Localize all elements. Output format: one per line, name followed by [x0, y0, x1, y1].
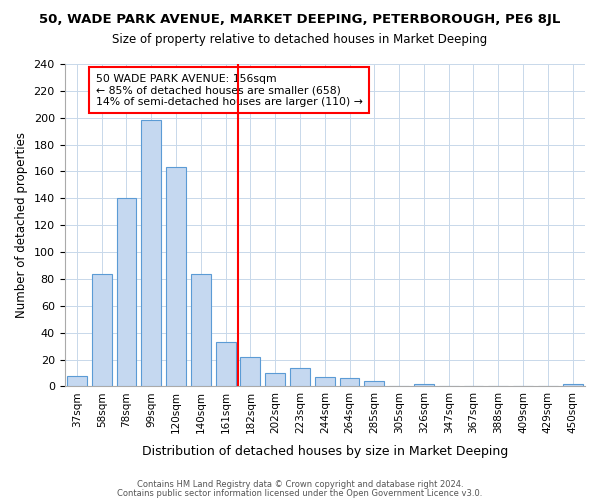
Y-axis label: Number of detached properties: Number of detached properties	[15, 132, 28, 318]
Bar	[216, 342, 236, 386]
Bar	[116, 198, 136, 386]
Bar	[142, 120, 161, 386]
Bar	[414, 384, 434, 386]
Text: Size of property relative to detached houses in Market Deeping: Size of property relative to detached ho…	[112, 32, 488, 46]
Bar	[191, 274, 211, 386]
Bar	[315, 377, 335, 386]
Bar	[364, 381, 384, 386]
Bar	[563, 384, 583, 386]
Text: 50 WADE PARK AVENUE: 156sqm
← 85% of detached houses are smaller (658)
14% of se: 50 WADE PARK AVENUE: 156sqm ← 85% of det…	[96, 74, 362, 107]
Bar	[67, 376, 87, 386]
Bar	[265, 373, 285, 386]
Bar	[166, 168, 186, 386]
Bar	[241, 357, 260, 386]
Bar	[340, 378, 359, 386]
X-axis label: Distribution of detached houses by size in Market Deeping: Distribution of detached houses by size …	[142, 444, 508, 458]
Text: 50, WADE PARK AVENUE, MARKET DEEPING, PETERBOROUGH, PE6 8JL: 50, WADE PARK AVENUE, MARKET DEEPING, PE…	[40, 12, 560, 26]
Bar	[92, 274, 112, 386]
Bar	[290, 368, 310, 386]
Text: Contains public sector information licensed under the Open Government Licence v3: Contains public sector information licen…	[118, 488, 482, 498]
Text: Contains HM Land Registry data © Crown copyright and database right 2024.: Contains HM Land Registry data © Crown c…	[137, 480, 463, 489]
